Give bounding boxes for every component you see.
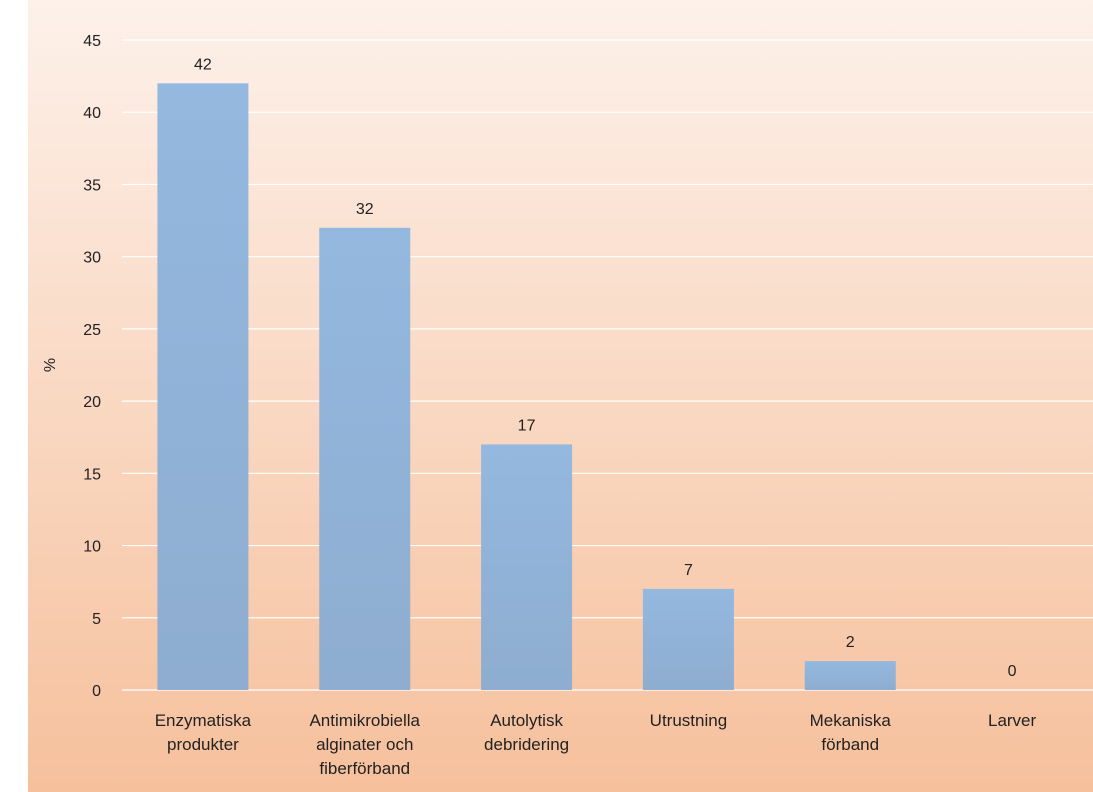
data-label: 2 [846,634,855,651]
y-tick-label: 5 [92,611,101,628]
data-labels: 42 32 17 7 2 0 [194,56,1017,680]
data-label: 42 [194,56,212,73]
y-tick-label: 20 [83,394,101,411]
y-tick-label: 15 [83,466,101,483]
x-category-label: Antimikrobiella alginater och fiberförband [309,711,420,778]
bar [642,588,734,690]
y-tick-label: 45 [83,33,101,50]
data-label: 7 [684,562,693,579]
x-category-label: Enzymatiska produkter [155,711,252,754]
y-tick-label: 0 [92,683,101,700]
bar [157,83,249,691]
gridlines [122,39,1093,691]
y-tick-label: 10 [83,539,101,556]
x-category-label: Autolytisk debridering [484,711,569,754]
bar [481,444,573,690]
y-tick-label: 30 [83,250,101,267]
x-axis-categories: Enzymatiska produkter Antimikrobiella algin… [155,711,1037,778]
data-label: 17 [518,417,536,434]
y-tick-label: 40 [83,105,101,122]
x-category-label: Mekaniska förband [810,711,892,754]
bar [319,227,411,690]
y-tick-label: 25 [83,322,101,339]
bar [804,661,896,690]
y-tick-label: 35 [83,177,101,194]
x-category-label: Larver [988,711,1037,730]
data-label: 32 [356,201,374,218]
bars [157,83,896,691]
data-label: 0 [1008,663,1017,680]
x-category-label: Utrustning [650,711,727,730]
y-axis-title: % [42,358,59,372]
y-axis-ticks: 0 5 10 15 20 25 30 35 40 45 [83,33,101,700]
